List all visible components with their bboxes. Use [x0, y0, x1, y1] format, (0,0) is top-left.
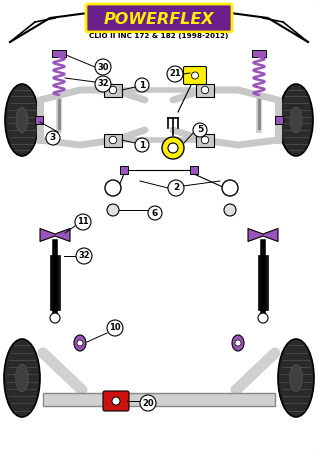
Circle shape	[135, 138, 149, 152]
Bar	[104, 84, 122, 96]
FancyBboxPatch shape	[103, 391, 129, 411]
Circle shape	[107, 204, 119, 216]
Bar	[252, 50, 266, 57]
Text: 30: 30	[97, 63, 109, 72]
Text: 2: 2	[173, 184, 179, 193]
Circle shape	[107, 320, 123, 336]
Circle shape	[201, 136, 209, 144]
Circle shape	[167, 66, 183, 82]
Polygon shape	[40, 229, 70, 242]
Circle shape	[224, 204, 236, 216]
Circle shape	[168, 143, 178, 153]
Text: 11: 11	[77, 217, 89, 226]
Ellipse shape	[232, 335, 244, 351]
Ellipse shape	[278, 339, 314, 417]
Text: CLIO II INC 172 & 182 (1998-2012): CLIO II INC 172 & 182 (1998-2012)	[89, 33, 229, 39]
Circle shape	[140, 395, 156, 411]
Text: 32: 32	[78, 252, 90, 261]
Circle shape	[75, 214, 91, 230]
Circle shape	[76, 248, 92, 264]
Circle shape	[109, 86, 117, 94]
Circle shape	[193, 123, 207, 137]
Circle shape	[191, 72, 198, 79]
Circle shape	[235, 340, 241, 346]
Circle shape	[112, 397, 120, 405]
Ellipse shape	[279, 84, 313, 156]
Text: 1: 1	[139, 81, 145, 90]
Bar	[120, 166, 128, 174]
Circle shape	[148, 206, 162, 220]
Ellipse shape	[16, 364, 28, 392]
Text: POWERFLEX: POWERFLEX	[104, 12, 214, 27]
Bar	[35, 116, 43, 124]
Bar	[196, 84, 214, 96]
Ellipse shape	[290, 364, 302, 392]
Text: 6: 6	[152, 208, 158, 217]
Circle shape	[222, 180, 238, 196]
Bar	[190, 166, 198, 174]
Ellipse shape	[74, 335, 86, 351]
Ellipse shape	[290, 108, 302, 133]
Bar	[258, 255, 268, 310]
Text: 20: 20	[142, 399, 154, 408]
Circle shape	[162, 137, 184, 159]
Circle shape	[105, 180, 121, 196]
Ellipse shape	[16, 108, 28, 133]
Ellipse shape	[4, 339, 40, 417]
Circle shape	[135, 78, 149, 92]
Circle shape	[201, 86, 209, 94]
Bar	[50, 255, 60, 310]
Bar	[275, 116, 283, 124]
Polygon shape	[248, 229, 278, 242]
Ellipse shape	[5, 84, 39, 156]
Text: 1: 1	[139, 140, 145, 149]
Circle shape	[258, 313, 268, 323]
Circle shape	[77, 340, 83, 346]
Text: 10: 10	[109, 324, 121, 333]
Circle shape	[109, 136, 117, 144]
Circle shape	[95, 76, 111, 92]
Bar	[43, 393, 275, 406]
Text: 32: 32	[97, 80, 109, 89]
Circle shape	[95, 59, 111, 75]
FancyBboxPatch shape	[86, 4, 232, 32]
FancyBboxPatch shape	[183, 67, 206, 85]
Text: 5: 5	[197, 126, 203, 135]
Circle shape	[46, 131, 60, 145]
Bar	[196, 134, 214, 147]
Text: 3: 3	[50, 134, 56, 143]
Bar	[104, 134, 122, 147]
Text: 21: 21	[169, 69, 181, 78]
Circle shape	[50, 313, 60, 323]
Bar	[52, 50, 66, 57]
Circle shape	[168, 180, 184, 196]
